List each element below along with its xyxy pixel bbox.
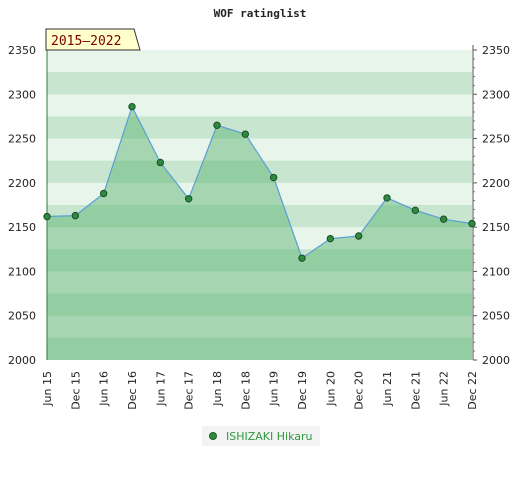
data-point xyxy=(184,195,193,203)
data-point xyxy=(354,232,363,240)
y-tick-label: 2200 xyxy=(482,177,510,190)
y-tick-label: 2200 xyxy=(8,177,36,190)
data-point xyxy=(99,189,108,198)
legend: ISHIZAKI Hikaru xyxy=(202,426,320,446)
legend-series-name: ISHIZAKI Hikaru xyxy=(226,430,313,443)
axes xyxy=(46,45,474,360)
plot-background-bands xyxy=(47,50,472,360)
y-tick-label: 2350 xyxy=(8,44,36,57)
y-tick-label: 2250 xyxy=(482,133,510,146)
period-label: 2015–2022 xyxy=(51,34,121,49)
x-tick-label: Dec 20 xyxy=(353,371,366,410)
data-point xyxy=(468,219,476,228)
x-tick-label: Jun 15 xyxy=(41,371,54,407)
y-tick-label: 2050 xyxy=(482,310,510,323)
data-point xyxy=(43,212,51,221)
chart-title: WOF ratinglist xyxy=(214,7,307,20)
data-point xyxy=(298,254,306,262)
data-point xyxy=(439,215,448,223)
data-point xyxy=(383,194,391,202)
x-tick-label: Dec 22 xyxy=(466,371,479,410)
x-tick-label: Dec 15 xyxy=(69,371,82,410)
x-axis: Jun 15 Dec 15 Jun 16 Dec 16 Jun 17 Dec 17 Jun … xyxy=(41,371,479,410)
x-tick-label: Jun 22 xyxy=(438,371,451,407)
x-tick-label: Dec 17 xyxy=(183,371,196,410)
y-tick-label: 2100 xyxy=(482,265,510,278)
x-tick-label: Jun 16 xyxy=(98,371,111,407)
y-axis-left: 2000 2050 2100 2150 2200 2250 2300 2350 xyxy=(8,44,36,367)
data-point xyxy=(156,158,165,167)
y-tick-label: 2300 xyxy=(8,88,36,101)
data-point xyxy=(71,211,80,220)
x-tick-label: Dec 19 xyxy=(296,371,309,410)
data-point xyxy=(241,130,250,138)
area-layer xyxy=(46,105,473,360)
series-line xyxy=(46,105,473,260)
y-tick-label: 2100 xyxy=(8,265,36,278)
background-band xyxy=(47,116,472,139)
x-tick-label: Jun 20 xyxy=(324,371,337,407)
y-tick-label: 2300 xyxy=(482,88,510,101)
data-point xyxy=(269,173,278,182)
x-tick-label: Jun 21 xyxy=(381,371,394,407)
period-badge: 2015–2022 xyxy=(45,28,141,51)
data-point xyxy=(128,102,136,111)
x-tick-label: Jun 18 xyxy=(211,371,224,407)
background-band xyxy=(47,160,472,183)
y-tick-label: 2350 xyxy=(482,44,510,57)
background-band xyxy=(47,72,472,95)
x-tick-label: Dec 18 xyxy=(239,371,252,410)
y-tick-label: 2000 xyxy=(8,354,36,367)
y-axis-right: 2000 2050 2100 2150 2200 2250 2300 2350 xyxy=(473,44,510,367)
x-tick-label: Dec 16 xyxy=(126,371,139,410)
data-point xyxy=(213,121,221,129)
x-tick-label: Jun 19 xyxy=(268,371,281,407)
background-band xyxy=(47,205,472,228)
x-tick-label: Dec 21 xyxy=(409,371,422,410)
legend-marker xyxy=(209,432,217,440)
background-band xyxy=(47,249,472,272)
y-tick-label: 2150 xyxy=(482,221,510,234)
background-band xyxy=(47,293,472,316)
y-tick-label: 2250 xyxy=(8,133,36,146)
y-tick-label: 2150 xyxy=(8,221,36,234)
background-band xyxy=(47,337,472,360)
data-points xyxy=(43,102,476,262)
y-tick-label: 2050 xyxy=(8,310,36,323)
series-area xyxy=(47,106,472,360)
x-tick-label: Jun 17 xyxy=(154,371,167,407)
data-point xyxy=(411,206,420,215)
y-tick-label: 2000 xyxy=(482,354,510,367)
data-point xyxy=(326,234,335,243)
